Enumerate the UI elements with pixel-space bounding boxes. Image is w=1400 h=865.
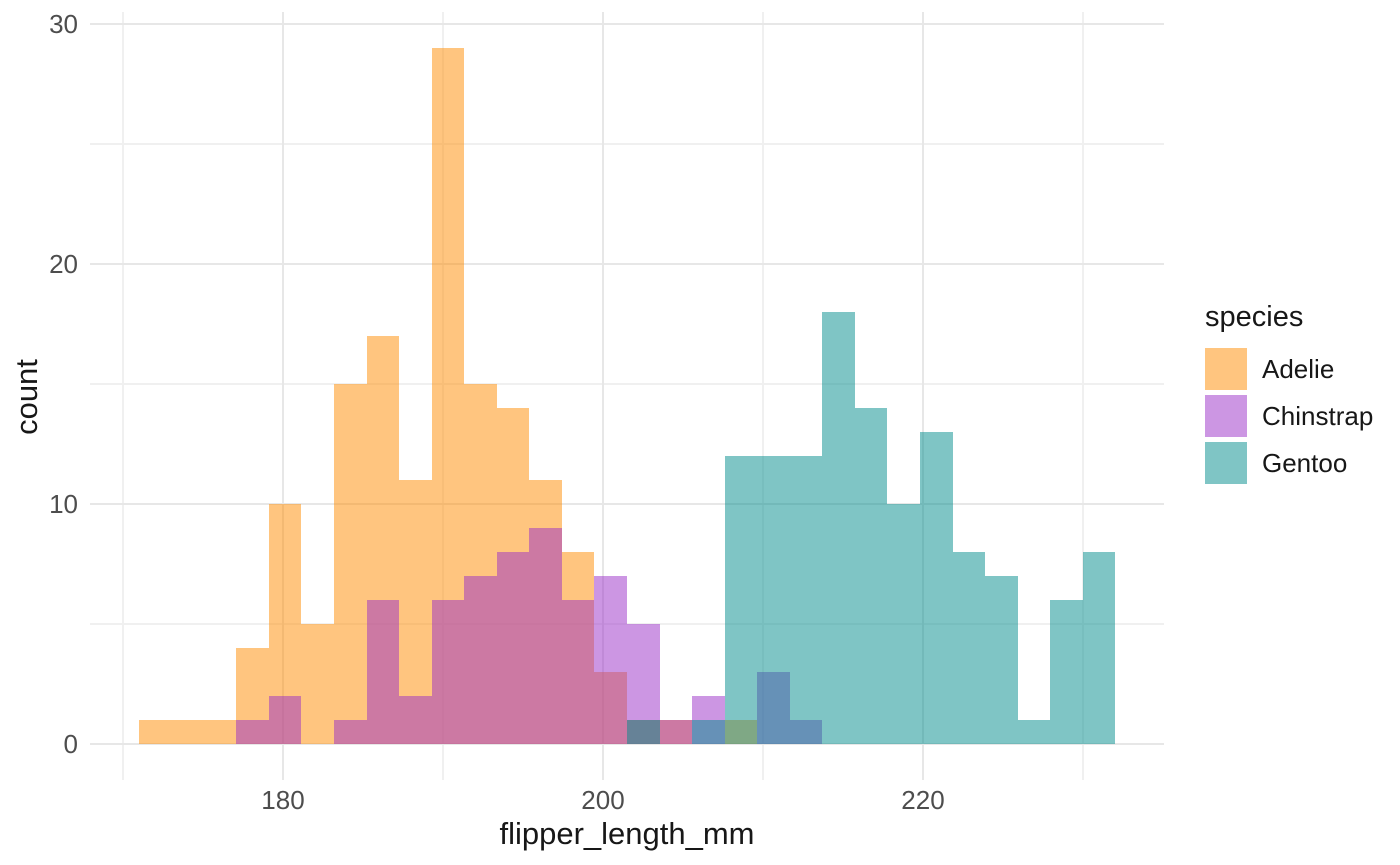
gridline-y-major — [90, 503, 1164, 505]
histogram-bar-chinstrap — [594, 576, 627, 744]
gridline-y-major — [90, 263, 1164, 265]
gridline-x-minor — [1082, 12, 1084, 780]
gridline-x-minor — [762, 12, 764, 780]
gridline-y-minor — [90, 383, 1164, 385]
x-tick-label: 180 — [261, 785, 305, 815]
histogram-bar-chinstrap — [399, 696, 432, 744]
gridline-y-major — [90, 743, 1164, 745]
histogram-bar-adelie — [203, 720, 237, 744]
histogram-bar-gentoo — [627, 720, 660, 744]
legend: species Adelie Chinstrap Gentoo — [1205, 301, 1373, 489]
histogram-bar-chinstrap — [659, 720, 693, 744]
legend-title: species — [1205, 301, 1304, 333]
y-tick-label: 10 — [49, 489, 78, 519]
histogram-bar-adelie — [301, 624, 335, 744]
histogram-bar-chinstrap — [561, 600, 595, 744]
legend-swatch-chinstrap — [1205, 395, 1247, 437]
histogram-bar-gentoo — [854, 408, 888, 744]
histogram-bar-gentoo — [724, 456, 758, 744]
legend-label: Chinstrap — [1262, 401, 1374, 431]
legend-label: Gentoo — [1262, 448, 1348, 478]
histogram-bar-chinstrap — [268, 696, 302, 744]
legend-swatch-gentoo — [1205, 442, 1247, 484]
y-tick-label: 20 — [49, 249, 78, 279]
gridline-x-major — [602, 12, 604, 780]
histogram-bar-chinstrap — [366, 600, 400, 744]
histogram-bar-gentoo — [757, 456, 790, 744]
legend-item-gentoo: Gentoo — [1205, 442, 1373, 484]
histogram-bar-chinstrap — [496, 552, 530, 744]
histogram-bar-chinstrap — [334, 720, 367, 744]
histogram-bar-adelie — [171, 720, 204, 744]
gridline-y-major — [90, 23, 1164, 25]
x-axis-title: flipper_length_mm — [499, 816, 755, 851]
gridline-x-major — [282, 12, 284, 780]
histogram-bar-adelie — [138, 720, 172, 744]
plot-panel — [90, 12, 1164, 780]
legend-item-chinstrap: Chinstrap — [1205, 395, 1373, 437]
legend-item-adelie: Adelie — [1205, 348, 1373, 390]
legend-label: Adelie — [1262, 354, 1335, 384]
legend-swatch-adelie — [1205, 348, 1247, 390]
histogram-bar-chinstrap — [236, 720, 269, 744]
x-tick-label: 200 — [581, 785, 625, 815]
histogram-bar-gentoo — [985, 576, 1018, 744]
histogram-bar-gentoo — [692, 720, 725, 744]
histogram-bar-gentoo — [822, 312, 855, 744]
histogram-bar-gentoo — [1082, 552, 1116, 744]
histogram-bar-chinstrap — [529, 528, 562, 744]
y-tick-label: 30 — [49, 9, 78, 39]
histogram-bar-gentoo — [887, 504, 920, 744]
legend-items: Adelie Chinstrap Gentoo — [1205, 348, 1373, 484]
histogram-bar-gentoo — [919, 432, 953, 744]
histogram-bar-gentoo — [1050, 600, 1083, 744]
histogram-bar-chinstrap — [431, 600, 465, 744]
gridline-y-minor — [90, 143, 1164, 145]
y-axis-title: count — [9, 359, 44, 435]
histogram-bar-gentoo — [1017, 720, 1051, 744]
gridline-x-major — [922, 12, 924, 780]
histogram-bar-adelie — [334, 384, 367, 744]
histogram-bar-gentoo — [952, 552, 986, 744]
histogram-bar-gentoo — [789, 456, 823, 744]
histogram-bar-chinstrap — [464, 576, 497, 744]
gridline-x-minor — [122, 12, 124, 780]
y-tick-label: 0 — [63, 729, 78, 759]
x-tick-label: 220 — [901, 785, 945, 815]
